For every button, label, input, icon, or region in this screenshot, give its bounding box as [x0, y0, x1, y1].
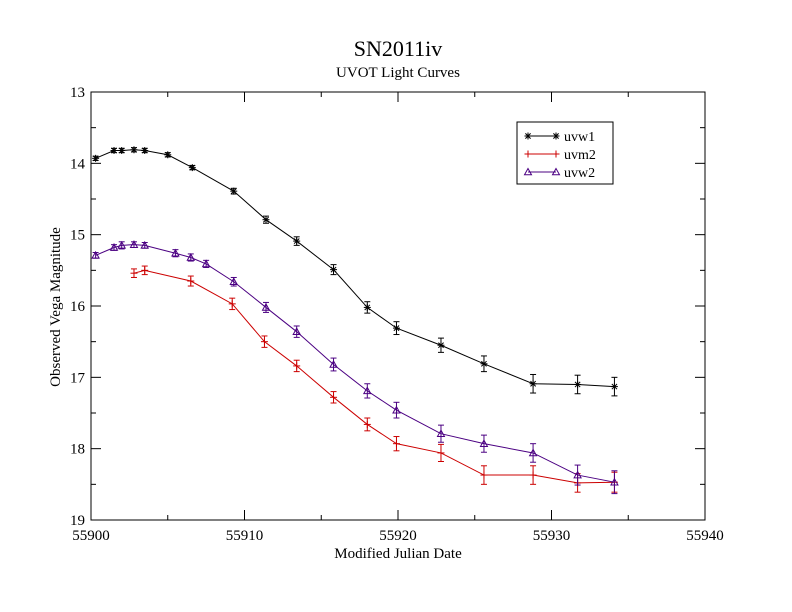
error-bar — [480, 434, 487, 453]
data-point — [392, 324, 400, 332]
series-line-uvw1 — [95, 149, 615, 388]
series-uvm2 — [130, 265, 618, 493]
data-point — [293, 237, 301, 245]
error-bar — [574, 464, 581, 486]
error-bar — [437, 424, 444, 443]
data-point — [436, 429, 446, 437]
series-uvw2 — [91, 240, 619, 495]
x-tick-label: 55940 — [686, 528, 724, 544]
y-tick-label: 19 — [70, 513, 85, 529]
data-point — [118, 146, 126, 154]
legend: uvw1 uvm2 uvw2 — [516, 121, 614, 185]
data-point — [329, 359, 338, 368]
legend-marker — [552, 150, 560, 158]
data-point — [330, 266, 338, 274]
data-point — [109, 242, 119, 251]
data-point — [362, 386, 372, 395]
data-point — [188, 164, 196, 172]
data-point — [141, 146, 149, 154]
legend-marker — [552, 132, 560, 140]
data-point — [130, 146, 138, 154]
y-axis-label: Observed Vega Magnitude — [48, 227, 64, 387]
data-point — [164, 151, 172, 159]
y-tick-label: 14 — [70, 156, 86, 172]
data-point — [528, 448, 538, 457]
data-point — [292, 327, 302, 335]
data-point — [129, 240, 139, 248]
x-tick-label: 55930 — [533, 528, 571, 544]
data-point — [610, 383, 618, 391]
data-point — [363, 420, 371, 428]
x-tick-label: 55900 — [72, 528, 110, 544]
data-point — [186, 252, 196, 261]
legend-box — [516, 121, 614, 185]
y-tick-label: 16 — [70, 299, 86, 315]
data-point — [230, 187, 238, 195]
data-point — [574, 380, 582, 388]
data-point — [260, 338, 268, 346]
legend-marker — [524, 132, 532, 140]
y-tick-label: 15 — [70, 228, 85, 244]
x-tick-label: 55920 — [379, 528, 417, 544]
data-point — [201, 259, 211, 268]
data-point — [171, 248, 180, 257]
series-uvw1 — [92, 146, 618, 397]
data-point — [330, 393, 338, 401]
data-point — [261, 302, 271, 311]
data-point — [140, 240, 150, 249]
data-point — [141, 266, 149, 274]
data-point — [529, 471, 537, 479]
data-point — [187, 277, 195, 285]
data-point — [610, 477, 619, 486]
y-tick-label: 18 — [70, 442, 85, 458]
data-point — [392, 405, 401, 414]
legend-entry-uvw1: uvw1 — [524, 130, 595, 145]
data-point — [91, 250, 100, 259]
series-line-uvw2 — [95, 244, 615, 483]
legend-entry-uvw2: uvw2 — [523, 166, 595, 181]
data-point — [228, 300, 236, 308]
legend-marker — [551, 167, 561, 176]
data-point — [437, 341, 445, 349]
series-layer — [91, 146, 619, 495]
data-point — [573, 470, 582, 479]
data-point — [479, 439, 489, 447]
data-point — [130, 269, 138, 277]
x-tick-label: 55910 — [226, 528, 264, 544]
series-line-uvm2 — [133, 269, 615, 484]
data-point — [529, 380, 537, 388]
data-point — [262, 216, 270, 224]
data-point — [480, 360, 488, 368]
y-tick-label: 13 — [70, 85, 85, 101]
data-point — [293, 362, 301, 370]
data-point — [229, 277, 239, 286]
chart-subtitle: UVOT Light Curves — [336, 65, 460, 81]
error-bar — [530, 443, 537, 463]
legend-label: uvw1 — [564, 130, 595, 145]
error-bar — [364, 383, 371, 399]
axes: 55900 55910 55920 55930 55940 13 14 15 16 17 18 19 — [70, 85, 724, 544]
legend-marker — [523, 167, 533, 176]
legend-entry-uvm2: uvm2 — [524, 148, 596, 163]
error-bar — [611, 470, 618, 495]
data-point — [117, 240, 127, 249]
legend-label: uvm2 — [564, 148, 596, 163]
legend-marker — [524, 150, 532, 158]
chart-title: SN2011iv — [354, 36, 442, 61]
x-axis-label: Modified Julian Date — [334, 546, 462, 562]
data-point — [92, 154, 100, 162]
data-point — [480, 471, 488, 479]
legend-label: uvw2 — [564, 166, 595, 181]
data-point — [437, 449, 445, 457]
data-point — [110, 146, 118, 154]
error-bar — [393, 401, 400, 419]
data-point — [392, 440, 400, 448]
y-tick-label: 17 — [70, 370, 86, 386]
data-point — [363, 303, 371, 311]
